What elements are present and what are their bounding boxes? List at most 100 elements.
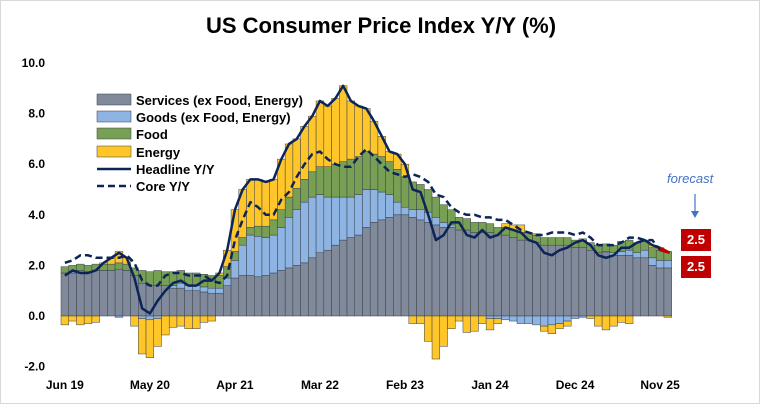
bar-goods — [207, 287, 216, 294]
bar-food — [439, 204, 448, 223]
bar-food — [83, 265, 93, 272]
bar-food — [323, 166, 332, 198]
bar-goods — [199, 286, 209, 293]
bar-goods — [346, 196, 355, 238]
bar-services — [168, 287, 178, 317]
bar-energy — [424, 315, 433, 342]
bar-services — [400, 214, 410, 317]
legend-label: Food — [136, 127, 168, 142]
bar-goods — [563, 315, 572, 322]
bar-services — [114, 268, 124, 317]
bar-energy — [555, 323, 564, 329]
x-tick-label: Dec 24 — [556, 378, 595, 392]
y-tick-label: 4.0 — [28, 208, 45, 222]
bar-food — [563, 237, 572, 246]
bar-food — [331, 163, 340, 198]
bar-services — [331, 244, 340, 317]
bar-food — [292, 187, 301, 210]
bar-goods — [323, 196, 332, 251]
bar-food — [362, 151, 371, 190]
bar-goods — [524, 315, 533, 324]
bar-energy — [83, 315, 93, 324]
x-ticks: Jun 19 May 20 Apr 21 Mar 22 Feb 23 Jan 24 Dec … — [46, 378, 680, 392]
bar-energy — [199, 315, 209, 323]
x-tick-label: Mar 22 — [301, 378, 339, 392]
bar-services — [207, 292, 216, 317]
bar-services — [555, 244, 564, 317]
bar-services — [246, 275, 255, 317]
bar-food — [300, 179, 309, 203]
bar-services — [68, 272, 77, 317]
bar-goods — [269, 234, 278, 274]
forecast-label: forecast — [667, 171, 714, 186]
bar-energy — [478, 315, 487, 324]
legend-label: Core Y/Y — [136, 179, 190, 194]
bar-services — [385, 217, 394, 317]
bar-services — [91, 270, 100, 317]
bar-services — [261, 275, 270, 317]
bar-energy — [315, 100, 325, 167]
bar-services — [393, 214, 402, 317]
bar-energy — [439, 315, 448, 347]
bar-energy — [207, 315, 216, 322]
bar-goods — [292, 209, 301, 266]
bar-services — [663, 267, 672, 317]
bar-goods — [578, 315, 587, 318]
bar-services — [524, 239, 533, 317]
bar-food — [470, 222, 479, 233]
bar-energy — [470, 315, 479, 332]
bar-energy — [447, 315, 456, 329]
y-tick-label: 8.0 — [28, 107, 45, 121]
bar-services — [478, 232, 487, 317]
bar-services — [292, 265, 301, 317]
bar-goods — [385, 194, 394, 218]
bar-services — [83, 271, 93, 317]
bar-food — [547, 237, 556, 246]
bar-goods — [416, 209, 425, 221]
bar-goods — [516, 315, 526, 324]
bar-food — [60, 266, 69, 274]
bar-services — [532, 242, 541, 317]
x-tick-label: Jun 19 — [46, 378, 84, 392]
bar-goods — [246, 234, 255, 276]
bar-food — [315, 166, 325, 195]
bar-services — [586, 249, 595, 317]
bar-food — [107, 263, 116, 271]
legend-label: Services (ex Food, Energy) — [136, 93, 303, 108]
bar-food — [277, 209, 286, 228]
bar-services — [277, 270, 286, 317]
bar-services — [199, 291, 209, 317]
y-ticks: 10.0 8.0 6.0 4.0 2.0 0.0 -2.0 — [22, 56, 46, 374]
bar-goods — [493, 315, 502, 319]
bar-goods — [308, 196, 317, 259]
bar-services — [485, 232, 495, 317]
bar-goods — [632, 252, 642, 259]
bar-energy — [563, 320, 572, 327]
bar-services — [594, 252, 603, 317]
bar-food — [400, 176, 410, 208]
bars-layer — [60, 85, 672, 360]
bar-goods — [408, 209, 417, 218]
bar-services — [346, 237, 355, 317]
legend-label: Energy — [136, 145, 181, 160]
bar-services — [501, 234, 510, 317]
bar-food — [308, 171, 317, 198]
bar-goods — [153, 315, 162, 319]
headline-line — [64, 84, 661, 315]
bar-food — [354, 156, 363, 195]
bar-services — [609, 255, 618, 317]
bar-goods — [354, 194, 363, 236]
bar-energy — [354, 105, 363, 157]
bar-energy — [346, 100, 355, 160]
bar-food — [269, 219, 278, 236]
bar-goods — [230, 260, 240, 279]
bar-energy — [586, 315, 595, 319]
headline-forecast-badge: 2.5 — [681, 229, 711, 251]
bar-energy — [153, 318, 162, 347]
bar-services — [230, 277, 240, 317]
bar-food — [385, 161, 394, 195]
bar-services — [509, 237, 518, 317]
bar-goods — [555, 315, 564, 324]
bar-energy — [493, 318, 502, 324]
bar-services — [323, 249, 332, 317]
